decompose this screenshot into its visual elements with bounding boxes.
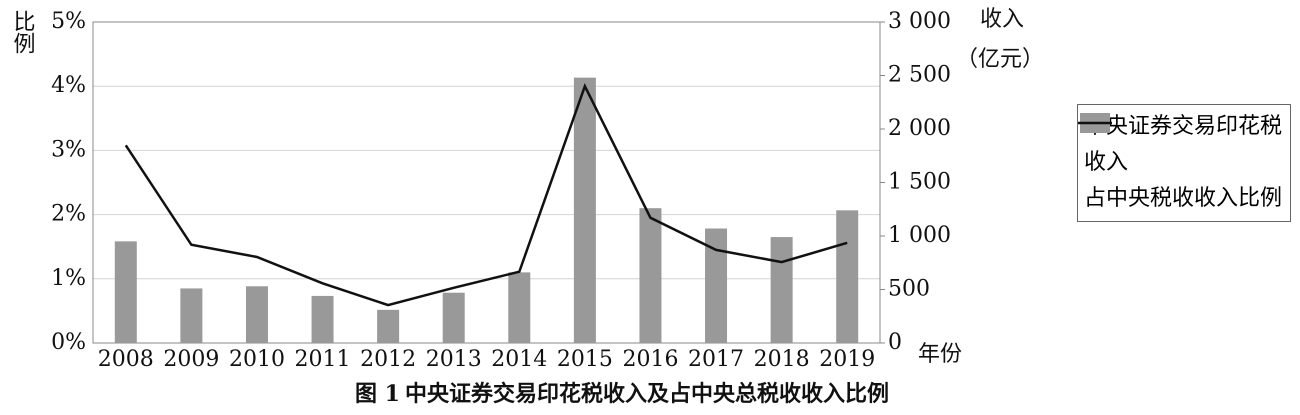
x-tick-label: 2015 xyxy=(557,347,613,372)
y-tick-label: 0% xyxy=(51,330,86,355)
y2-tick-label: 0 xyxy=(888,330,902,355)
bar xyxy=(311,295,334,343)
y-tick-label: 3% xyxy=(51,137,86,162)
bar xyxy=(245,286,268,343)
y-tick-label: 4% xyxy=(51,73,86,98)
x-tick-label: 2017 xyxy=(688,347,744,372)
y2-tick-label: 1 000 xyxy=(888,223,951,248)
y-axis-label: 比例 xyxy=(10,10,36,54)
line xyxy=(124,83,848,307)
x-tick-label: 2013 xyxy=(426,347,482,372)
bar xyxy=(114,241,137,343)
legend: 中央证券交易印花税收入占中央税收收入比例 xyxy=(1077,104,1291,222)
bar xyxy=(508,272,531,343)
figure-number: 图 1 xyxy=(355,381,400,407)
bar xyxy=(639,208,662,343)
y2-tick-label: 2 000 xyxy=(888,116,951,141)
legend-swatch xyxy=(1078,121,1112,125)
legend-item: 占中央税收收入比例 xyxy=(1078,121,1284,217)
legend-label: 中央证券交易印花税收入 xyxy=(1084,114,1283,175)
y-tick-label: 1% xyxy=(51,266,86,291)
legend-item: 中央证券交易印花税收入 xyxy=(1080,109,1284,181)
y2-axis-label: （亿元） xyxy=(956,47,1044,72)
y2-tick-label: 3 000 xyxy=(888,9,951,34)
x-tick-label: 2019 xyxy=(819,347,875,372)
x-tick-label: 2011 xyxy=(295,347,351,372)
y2-tick-label: 1 500 xyxy=(888,170,951,195)
y2-tick-label: 500 xyxy=(888,277,930,302)
bar xyxy=(377,309,400,343)
bar xyxy=(573,77,596,343)
plot-frame xyxy=(92,21,881,344)
y2-tick-label: 2 500 xyxy=(888,63,951,88)
bar xyxy=(836,210,859,343)
y2-axis-label: 收入 xyxy=(980,7,1024,32)
bar xyxy=(705,228,728,343)
x-tick-label: 2009 xyxy=(163,347,219,372)
y-tick-label: 2% xyxy=(51,202,86,227)
bar xyxy=(180,288,203,343)
x-tick-label: 2008 xyxy=(98,347,154,372)
x-tick-label: 2016 xyxy=(622,347,678,372)
x-tick-label: 2018 xyxy=(754,347,810,372)
legend-label: 占中央税收收入比例 xyxy=(1084,186,1283,211)
chart-title: 中央证券交易印花税收入及占中央总税收收入比例 xyxy=(405,381,889,407)
x-tick-label: 2010 xyxy=(229,347,285,372)
x-tick-label: 2012 xyxy=(360,347,416,372)
x-tick-label: 2014 xyxy=(491,347,547,372)
bar xyxy=(442,292,465,343)
x-axis-label: 年份 xyxy=(918,342,962,367)
y-tick-label: 5% xyxy=(51,9,86,34)
bar xyxy=(770,237,793,343)
